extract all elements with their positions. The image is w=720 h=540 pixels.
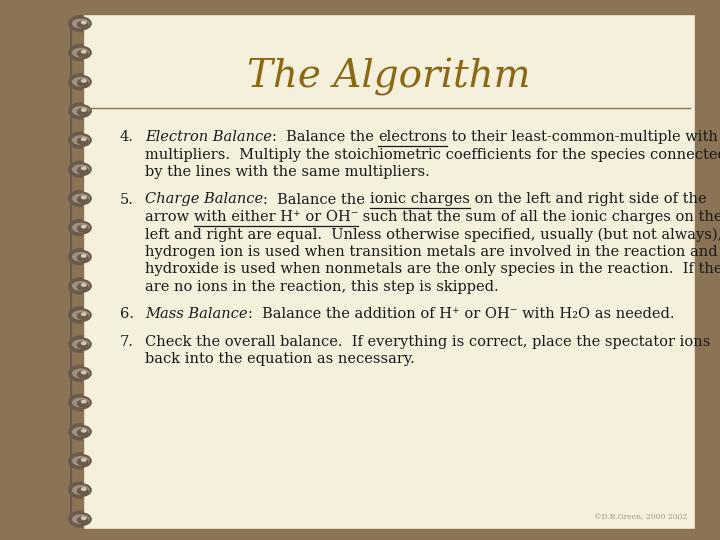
- Ellipse shape: [71, 163, 91, 176]
- Ellipse shape: [81, 166, 87, 170]
- FancyBboxPatch shape: [83, 14, 695, 529]
- Text: arrow: arrow: [145, 210, 194, 224]
- Ellipse shape: [77, 458, 89, 466]
- Text: ©D.B.Green, 2000 2002: ©D.B.Green, 2000 2002: [593, 513, 687, 521]
- Ellipse shape: [71, 105, 91, 117]
- Text: on the left and right side of the: on the left and right side of the: [469, 192, 706, 206]
- Ellipse shape: [81, 400, 87, 403]
- Ellipse shape: [81, 254, 87, 258]
- Ellipse shape: [77, 283, 89, 291]
- Text: 6.: 6.: [120, 307, 134, 321]
- Ellipse shape: [81, 429, 87, 433]
- Text: Electron Balance: Electron Balance: [145, 130, 272, 144]
- Text: :  Balance the addition of H⁺ or OH⁻ with H₂O as needed.: : Balance the addition of H⁺ or OH⁻ with…: [248, 307, 674, 321]
- Ellipse shape: [81, 79, 87, 83]
- Ellipse shape: [77, 254, 89, 262]
- Ellipse shape: [71, 484, 91, 496]
- Ellipse shape: [77, 137, 89, 145]
- Ellipse shape: [77, 370, 89, 379]
- Ellipse shape: [81, 458, 87, 462]
- Ellipse shape: [81, 108, 87, 112]
- Ellipse shape: [77, 50, 89, 58]
- Ellipse shape: [77, 21, 89, 29]
- Text: Charge Balance: Charge Balance: [145, 192, 263, 206]
- Ellipse shape: [71, 338, 91, 350]
- Text: Check the overall balance.  If everything is correct, place the spectator ions: Check the overall balance. If everything…: [145, 335, 711, 349]
- Text: back into the equation as necessary.: back into the equation as necessary.: [145, 353, 415, 367]
- Ellipse shape: [81, 312, 87, 316]
- Ellipse shape: [81, 370, 87, 374]
- Ellipse shape: [81, 137, 87, 141]
- Ellipse shape: [71, 17, 91, 30]
- Text: multipliers.  Multiply the stoichiometric coefficients for the species connected: multipliers. Multiply the stoichiometric…: [145, 147, 720, 161]
- Ellipse shape: [71, 513, 91, 525]
- Ellipse shape: [77, 400, 89, 408]
- Text: such that the sum of all the ionic charges on the: such that the sum of all the ionic charg…: [359, 210, 720, 224]
- Text: :  Balance the: : Balance the: [263, 192, 369, 206]
- Ellipse shape: [71, 367, 91, 380]
- Ellipse shape: [77, 225, 89, 233]
- Ellipse shape: [77, 166, 89, 174]
- Ellipse shape: [81, 225, 87, 228]
- Text: 5.: 5.: [120, 192, 134, 206]
- Ellipse shape: [77, 429, 89, 437]
- Ellipse shape: [81, 341, 87, 345]
- Ellipse shape: [77, 341, 89, 349]
- Ellipse shape: [77, 108, 89, 116]
- Text: left and right are equal.  Unless otherwise specified, usually (but not always),: left and right are equal. Unless otherwi…: [145, 227, 720, 242]
- Ellipse shape: [71, 280, 91, 292]
- Ellipse shape: [71, 309, 91, 321]
- Ellipse shape: [71, 396, 91, 409]
- Text: with either H⁺ or OH⁻: with either H⁺ or OH⁻: [194, 210, 359, 224]
- Text: :  Balance the: : Balance the: [272, 130, 379, 144]
- Text: electrons: electrons: [379, 130, 447, 144]
- Text: to their least-common-multiple with: to their least-common-multiple with: [447, 130, 719, 144]
- Text: are no ions in the reaction, this step is skipped.: are no ions in the reaction, this step i…: [145, 280, 499, 294]
- Ellipse shape: [77, 312, 89, 320]
- Ellipse shape: [71, 134, 91, 146]
- Text: ionic charges: ionic charges: [369, 192, 469, 206]
- Ellipse shape: [81, 283, 87, 287]
- Ellipse shape: [77, 195, 89, 204]
- Text: hydrogen ion is used when transition metals are involved in the reaction and: hydrogen ion is used when transition met…: [145, 245, 718, 259]
- Ellipse shape: [81, 195, 87, 199]
- Ellipse shape: [81, 21, 87, 24]
- Text: by the lines with the same multipliers.: by the lines with the same multipliers.: [145, 165, 430, 179]
- Ellipse shape: [81, 516, 87, 520]
- Ellipse shape: [71, 455, 91, 467]
- Ellipse shape: [71, 76, 91, 88]
- Ellipse shape: [77, 79, 89, 87]
- Text: hydroxide is used when nonmetals are the only species in the reaction.  If there: hydroxide is used when nonmetals are the…: [145, 262, 720, 276]
- Text: The Algorithm: The Algorithm: [247, 58, 531, 96]
- Text: 4.: 4.: [120, 130, 134, 144]
- Text: Mass Balance: Mass Balance: [145, 307, 248, 321]
- Ellipse shape: [71, 192, 91, 205]
- Ellipse shape: [71, 251, 91, 263]
- Ellipse shape: [81, 50, 87, 53]
- Ellipse shape: [77, 516, 89, 524]
- Ellipse shape: [71, 46, 91, 59]
- Text: 7.: 7.: [120, 335, 134, 349]
- Ellipse shape: [71, 221, 91, 234]
- Ellipse shape: [71, 426, 91, 438]
- Ellipse shape: [77, 487, 89, 495]
- Ellipse shape: [81, 487, 87, 491]
